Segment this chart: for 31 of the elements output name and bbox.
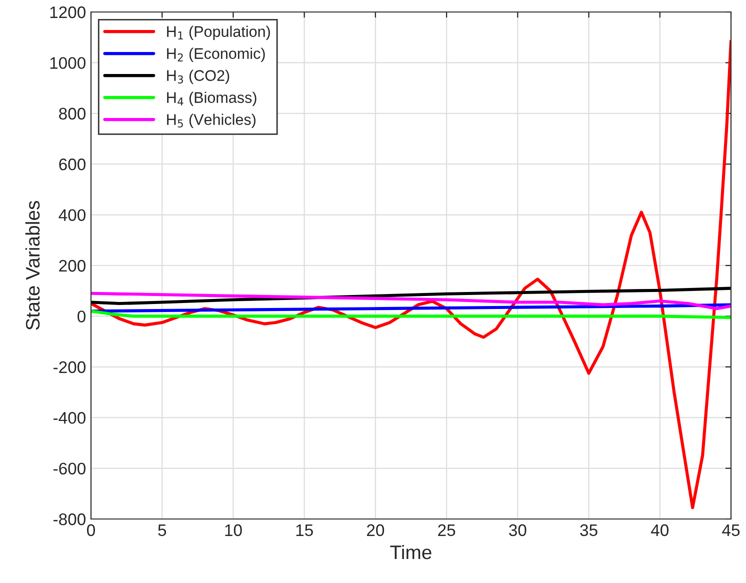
x-tick-label: 45 — [722, 524, 740, 536]
x-tick-label: 0 — [87, 524, 95, 536]
x-tick-label: 15 — [296, 524, 313, 536]
y-tick-label: 400 — [58, 209, 86, 222]
y-tick-label: 1200 — [50, 6, 86, 18]
legend-label: H$_{3}$ (CO2) — [167, 70, 230, 84]
legend-label: H$_{1}$ (Population) — [167, 26, 270, 40]
line-series — [91, 303, 731, 313]
y-tick-label: 800 — [59, 108, 86, 120]
y-tick-label: -800 — [54, 513, 86, 526]
line-series — [91, 292, 731, 310]
legend-label: H$_{4}$ (Biomass) — [167, 92, 256, 106]
x-tick-label: 30 — [509, 524, 526, 536]
legend-label: H$_{5}$ (Vehicles) — [167, 114, 256, 128]
x-tick-label: 10 — [225, 524, 242, 536]
legend-label: H$_{2}$ (Economic) — [167, 48, 265, 62]
line-series — [91, 310, 731, 319]
y-tick-label: -600 — [54, 462, 86, 475]
x-tick-label: 40 — [651, 524, 669, 536]
x-tick-label: 5 — [158, 524, 166, 536]
x-axis-title: Time — [390, 544, 432, 560]
y-tick-label: 1000 — [50, 57, 86, 69]
y-tick-label: 0 — [78, 310, 86, 322]
x-tick-label: 35 — [580, 524, 598, 536]
x-tick-label: 25 — [438, 524, 456, 536]
y-tick-label: -400 — [54, 412, 86, 424]
y-tick-label: 200 — [59, 260, 86, 272]
y-tick-label: 600 — [59, 158, 86, 170]
y-axis-title: State Variables — [25, 200, 40, 330]
y-tick-label: -200 — [54, 361, 86, 374]
x-tick-label: 20 — [367, 524, 384, 536]
